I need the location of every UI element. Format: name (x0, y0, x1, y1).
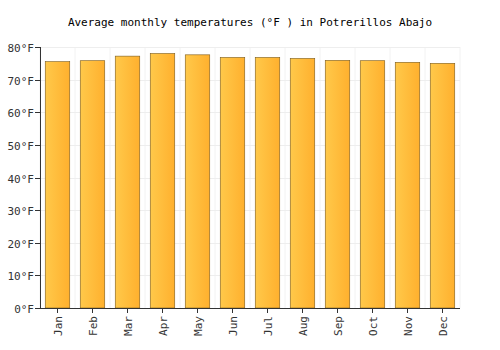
x-tick-label: Feb (87, 316, 100, 336)
x-tick-label: Apr (157, 316, 170, 336)
y-tick-label: 50°F (8, 140, 35, 153)
vertical-grid (110, 47, 111, 308)
x-tick-label: Mar (122, 316, 135, 336)
y-tick-label: 70°F (8, 75, 35, 88)
bar (115, 56, 140, 308)
vertical-grid (355, 47, 356, 308)
vertical-grid (180, 47, 181, 308)
y-tick (35, 275, 40, 276)
x-tick-label: Jun (227, 316, 240, 336)
bar (395, 62, 420, 308)
vertical-grid (40, 47, 41, 308)
y-tick-label: 10°F (8, 270, 35, 283)
vertical-grid (215, 47, 216, 308)
chart: Average monthly temperatures (°F ) in Po… (0, 0, 500, 350)
bars (45, 54, 455, 308)
bar (325, 60, 350, 308)
x-tick-label: Sep (332, 316, 345, 336)
x-tick-label: Jan (52, 316, 65, 336)
x-tick-label: Jul (262, 316, 275, 336)
y-tick-label: 0°F (14, 303, 34, 316)
vertical-grid (390, 47, 391, 308)
x-tick-label: Nov (402, 316, 415, 336)
bar (430, 63, 455, 308)
grid-line (40, 47, 460, 48)
vertical-grid (75, 47, 76, 308)
bar (45, 62, 70, 308)
vertical-grid (145, 47, 146, 308)
bar (290, 58, 315, 308)
vertical-grid (320, 47, 321, 308)
vertical-grid (285, 47, 286, 308)
title: Average monthly temperatures (°F ) in Po… (68, 16, 432, 29)
vertical-grid (460, 47, 461, 308)
bar (185, 55, 210, 308)
y-tick-label: 60°F (8, 107, 35, 120)
x-tick-label: Oct (367, 316, 380, 336)
y-tick-label: 80°F (8, 42, 35, 55)
y-tick (35, 47, 40, 48)
x-tick-label: May (192, 316, 205, 336)
vertical-grid (425, 47, 426, 308)
y-tick (35, 145, 40, 146)
y-tick (35, 80, 40, 81)
x-tick-label: Dec (437, 316, 450, 336)
x-axis (40, 308, 460, 309)
grid-line (40, 308, 460, 309)
y-tick (35, 243, 40, 244)
x-tick-label: Aug (297, 316, 310, 336)
bar (255, 57, 280, 308)
y-tick-label: 30°F (8, 205, 35, 218)
chart-container: Average monthly temperatures (°F ) in Po… (0, 0, 500, 350)
y-tick-label: 40°F (8, 173, 35, 186)
bar (360, 61, 385, 308)
y-axis (40, 47, 41, 308)
bar (150, 54, 175, 308)
y-tick-label: 20°F (8, 238, 35, 251)
y-tick (35, 210, 40, 211)
y-tick (35, 308, 40, 309)
y-tick (35, 112, 40, 113)
bar (80, 61, 105, 308)
y-tick (35, 178, 40, 179)
bar (220, 57, 245, 308)
vertical-grid (250, 47, 251, 308)
